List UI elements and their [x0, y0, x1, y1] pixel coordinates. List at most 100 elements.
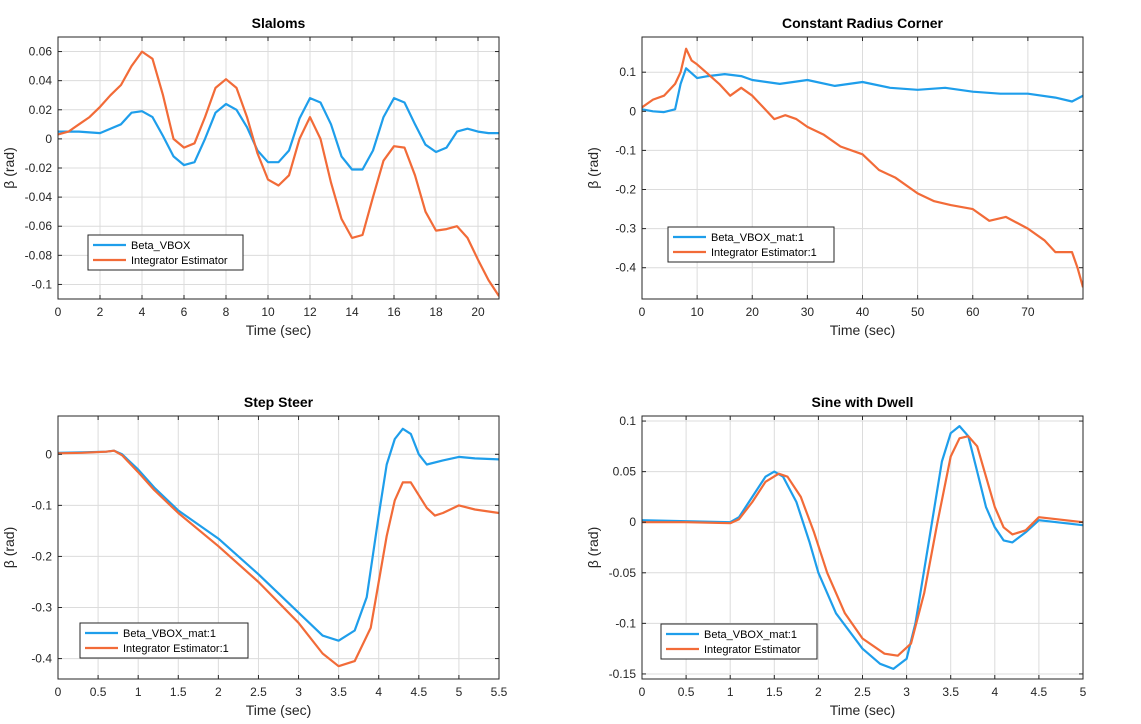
y-tick-label: -0.2 — [615, 183, 636, 197]
y-tick-label: -0.06 — [25, 219, 53, 233]
y-tick-label: -0.08 — [25, 248, 53, 262]
x-tick-label: 1 — [727, 685, 734, 699]
series-line — [642, 47, 1083, 288]
y-tick-label: -0.2 — [31, 549, 52, 563]
x-tick-label: 18 — [429, 305, 443, 319]
y-tick-label: 0.1 — [619, 65, 636, 79]
y-tick-label: -0.04 — [25, 190, 53, 204]
x-tick-label: 30 — [801, 305, 815, 319]
x-tick-label: 20 — [746, 305, 760, 319]
y-tick-label: 0 — [629, 515, 636, 529]
x-tick-label: 3.5 — [942, 685, 959, 699]
series-line — [642, 435, 1083, 657]
y-axis-label: β (rad) — [585, 147, 601, 189]
legend-entry: Integrator Estimator — [131, 255, 228, 267]
x-tick-label: 2 — [215, 685, 222, 699]
x-tick-label: 1.5 — [766, 685, 783, 699]
x-tick-label: 2.5 — [854, 685, 871, 699]
x-tick-label: 1.5 — [170, 685, 187, 699]
x-tick-label: 40 — [856, 305, 870, 319]
x-tick-label: 50 — [911, 305, 925, 319]
legend: Beta_VBOX_mat:1 Integrator Estimator:1 — [667, 226, 835, 263]
x-tick-label: 60 — [966, 305, 980, 319]
x-tick-label: 20 — [471, 305, 485, 319]
legend-box — [87, 234, 244, 271]
x-tick-label: 4.5 — [410, 685, 427, 699]
x-tick-label: 4 — [139, 305, 146, 319]
x-tick-label: 6 — [181, 305, 188, 319]
legend-entry: Beta_VBOX_mat:1 — [704, 629, 797, 641]
x-tick-label: 5 — [456, 685, 463, 699]
x-axis-label: Time (sec) — [830, 322, 896, 338]
x-tick-label: 70 — [1021, 305, 1035, 319]
x-tick-label: 10 — [690, 305, 704, 319]
legend-entry: Beta_VBOX_mat:1 — [711, 232, 804, 244]
legend-entry: Integrator Estimator:1 — [123, 643, 229, 655]
x-tick-label: 3 — [295, 685, 302, 699]
y-tick-label: 0.04 — [29, 74, 53, 88]
series-line — [58, 50, 499, 297]
y-axis-label: β (rad) — [1, 147, 17, 189]
x-tick-label: 5.5 — [491, 685, 508, 699]
legend-entry: Integrator Estimator — [704, 644, 801, 656]
series-line — [58, 449, 499, 668]
series-line — [642, 425, 1083, 671]
series-line — [58, 96, 499, 171]
y-tick-label: 0 — [45, 132, 52, 146]
x-tick-label: 1 — [135, 685, 142, 699]
y-axis-label: β (rad) — [1, 527, 17, 569]
chart-title: Constant Radius Corner — [782, 15, 944, 31]
x-tick-label: 2.5 — [250, 685, 267, 699]
x-tick-label: 14 — [345, 305, 359, 319]
x-tick-label: 0 — [639, 305, 646, 319]
x-tick-label: 0 — [639, 685, 646, 699]
x-tick-label: 12 — [303, 305, 317, 319]
chart-panel: 0 2 4 6 8 10 12 14 16 18 20 -0.1 -0.08 -0.06 -0.04 -0.0… — [1, 15, 500, 338]
y-axis-label: β (rad) — [585, 527, 601, 569]
y-tick-label: -0.1 — [615, 616, 636, 630]
series-line — [642, 67, 1083, 114]
legend-box — [660, 623, 818, 660]
x-tick-label: 2 — [815, 685, 822, 699]
y-tick-label: -0.15 — [609, 667, 637, 681]
x-tick-label: 2 — [97, 305, 104, 319]
chart-title: Sine with Dwell — [812, 394, 914, 410]
y-tick-label: 0.02 — [29, 103, 53, 117]
legend-entry: Integrator Estimator:1 — [711, 247, 817, 259]
y-tick-label: -0.1 — [615, 143, 636, 157]
x-tick-label: 5 — [1080, 685, 1087, 699]
chart-panel: 0 0.5 1 1.5 2 2.5 3 3.5 4 4.5 5 5.5 -0.4 -0.3 -0.2 -0.1… — [1, 394, 508, 718]
x-tick-label: 4 — [991, 685, 998, 699]
y-tick-label: 0 — [629, 104, 636, 118]
x-tick-label: 4 — [375, 685, 382, 699]
legend-box — [79, 622, 249, 659]
y-tick-label: -0.4 — [31, 652, 52, 666]
chart-panel: 0 10 20 30 40 50 60 70 -0.4 -0.3 -0.2 -0.1 0 0.1 Const… — [585, 15, 1084, 338]
x-tick-label: 4.5 — [1031, 685, 1048, 699]
legend-entry: Beta_VBOX — [131, 240, 191, 252]
axes-box — [57, 415, 500, 680]
x-axis-label: Time (sec) — [830, 702, 896, 718]
legend: Beta_VBOX Integrator Estimator — [87, 234, 244, 271]
x-tick-label: 0 — [55, 685, 62, 699]
x-tick-label: 0.5 — [678, 685, 695, 699]
chart-title: Slaloms — [252, 15, 306, 31]
x-tick-label: 10 — [261, 305, 275, 319]
y-tick-label: -0.02 — [25, 161, 53, 175]
x-tick-label: 16 — [387, 305, 401, 319]
x-tick-label: 3 — [903, 685, 910, 699]
x-axis-label: Time (sec) — [246, 322, 312, 338]
y-tick-label: -0.1 — [31, 498, 52, 512]
y-tick-label: -0.1 — [31, 277, 52, 291]
x-tick-label: 0 — [55, 305, 62, 319]
y-tick-label: -0.05 — [609, 566, 637, 580]
x-tick-label: 0.5 — [90, 685, 107, 699]
y-tick-label: 0 — [45, 447, 52, 461]
legend: Beta_VBOX_mat:1 Integrator Estimator:1 — [79, 622, 249, 659]
y-tick-label: 0.05 — [613, 465, 637, 479]
y-tick-label: -0.3 — [31, 601, 52, 615]
legend-box — [667, 226, 835, 263]
chart-panel: 0 0.5 1 1.5 2 2.5 3 3.5 4 4.5 5 -0.15 -0.1 -0.05 0 0.05… — [585, 394, 1087, 718]
x-tick-label: 8 — [223, 305, 230, 319]
